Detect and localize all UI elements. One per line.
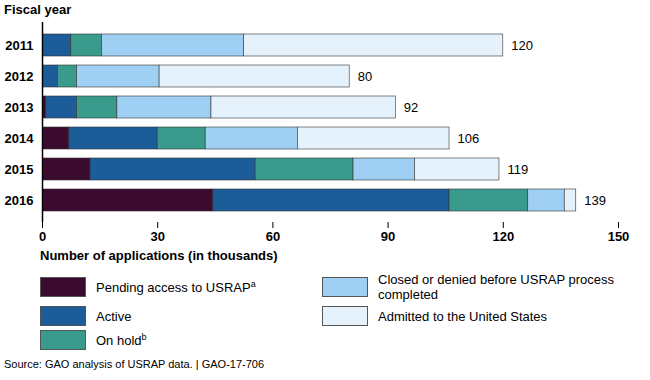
svg-text:80: 80 (358, 69, 372, 84)
svg-text:90: 90 (381, 229, 395, 244)
svg-text:106: 106 (458, 131, 480, 146)
svg-text:2014: 2014 (5, 131, 35, 146)
svg-text:0: 0 (39, 229, 46, 244)
html-text:On holdb: On holdb (96, 331, 147, 349)
html-text:Active: Active (96, 308, 132, 324)
svg-text:92: 92 (404, 100, 418, 115)
svg-text:139: 139 (584, 193, 606, 208)
html-text:Source: GAO analysis of USRAP: Source: GAO analysis of USRAP data. | GA… (4, 358, 265, 370)
svg-text:2011: 2011 (5, 38, 33, 53)
svg-text:2012: 2012 (5, 69, 34, 84)
svg-text:60: 60 (266, 229, 280, 244)
html-text:Admitted to the United States: Admitted to the United States (378, 308, 548, 324)
svg-text:150: 150 (608, 229, 630, 244)
svg-text:2013: 2013 (5, 100, 34, 115)
svg-text:119: 119 (507, 162, 528, 177)
svg-text:120: 120 (492, 229, 514, 244)
html-text:Fiscal year: Fiscal year (4, 2, 72, 17)
html-text:Number of applications (in tho: Number of applications (in thousands) (40, 248, 278, 263)
svg-text:2015: 2015 (5, 162, 34, 177)
html-text:Closed or denied before USRAP: Closed or denied before USRAP process co… (378, 272, 615, 302)
html-text:Pending access to USRAPa: Pending access to USRAPa (96, 278, 256, 296)
svg-text:120: 120 (511, 38, 533, 53)
svg-text:30: 30 (150, 229, 164, 244)
svg-text:2016: 2016 (5, 193, 34, 208)
